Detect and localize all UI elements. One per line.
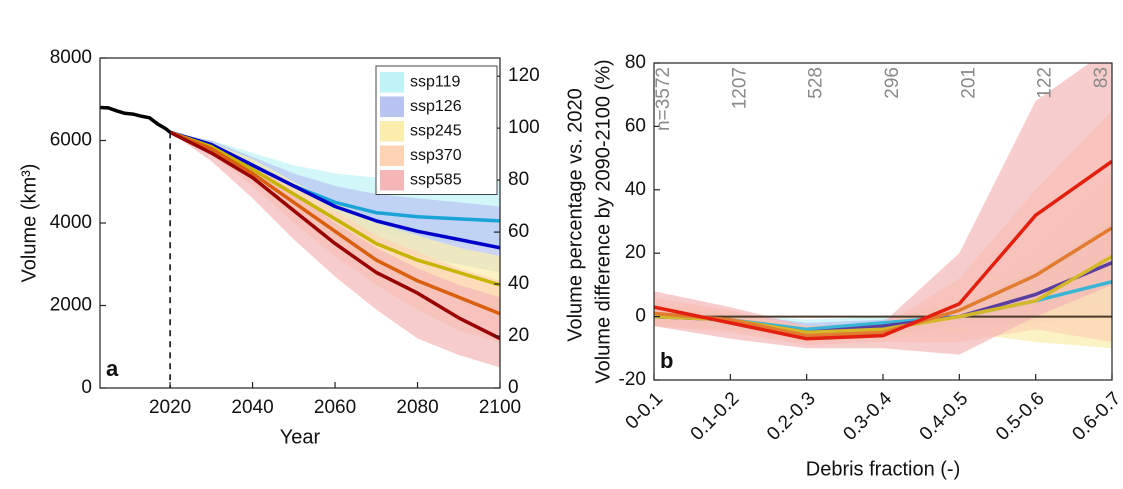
y2-tick-label: 20 <box>508 325 529 346</box>
sample-count: 122 <box>1035 67 1056 99</box>
history-line <box>100 105 172 134</box>
sample-count: 1207 <box>729 67 750 109</box>
plot-area <box>100 105 500 368</box>
uncertainty-band <box>654 63 1112 355</box>
y2-tick-label: 0 <box>508 377 519 398</box>
x-tick-label: 0.1-0.2 <box>687 388 744 445</box>
x-axis-label: Year <box>280 426 321 448</box>
series-line <box>654 159 1112 341</box>
y-tick-label: 6000 <box>50 130 92 151</box>
x-tick-label: 0-0.1 <box>622 388 667 433</box>
x-tick-label: 2040 <box>231 397 273 418</box>
y-tick-label: 0 <box>81 377 92 398</box>
y2-axis-label: Volume percentage vs. 2020 <box>564 88 586 342</box>
legend-label: ssp370 <box>410 147 462 164</box>
y-tick-label: 80 <box>625 52 646 73</box>
legend-label: ssp585 <box>410 171 462 188</box>
y2-tick-label: 100 <box>508 117 540 138</box>
y2-tick-label: 60 <box>508 221 529 242</box>
y2-tick-label: 120 <box>508 65 540 86</box>
x-tick-label: 0.4-0.5 <box>916 388 973 445</box>
plot-area <box>654 63 1112 355</box>
y-tick-label: 60 <box>625 115 646 136</box>
plot-frame <box>99 57 501 389</box>
y-tick-label: 8000 <box>50 47 92 68</box>
series-line <box>654 226 1112 338</box>
legend-swatch <box>380 145 404 166</box>
x-tick-label: 0.3-0.4 <box>839 388 896 445</box>
legend-label: ssp119 <box>410 73 461 90</box>
x-axis-label: Debris fraction (-) <box>806 458 960 480</box>
y-tick-label: 20 <box>625 242 646 263</box>
series-line <box>169 130 500 250</box>
legend-label: ssp126 <box>410 98 462 115</box>
legend-label: ssp245 <box>410 122 462 139</box>
x-tick-label: 0.6-0.7 <box>1068 388 1123 445</box>
x-tick-label: 0.2-0.3 <box>763 388 820 445</box>
panel-label: a <box>106 356 119 381</box>
y-tick-label: 40 <box>625 179 646 200</box>
series-line <box>169 130 500 341</box>
x-tick-label: 2060 <box>314 397 356 418</box>
panel-label: b <box>660 348 673 373</box>
sample-count: 201 <box>958 67 979 99</box>
legend-swatch <box>380 121 404 142</box>
series-line <box>169 130 500 316</box>
sample-count: n=3572 <box>653 67 674 131</box>
x-tick-label: 2080 <box>396 397 438 418</box>
series-line <box>169 130 500 287</box>
y-tick-label: -20 <box>619 369 646 390</box>
plot-frame <box>653 62 1113 381</box>
sample-count: 528 <box>806 67 827 99</box>
legend-swatch <box>380 72 404 93</box>
y-tick-label: 4000 <box>50 212 92 233</box>
y-axis-label: Volume (km³) <box>18 164 40 283</box>
y-axis-label: Volume difference by 2090-2100 (%) <box>592 59 614 383</box>
x-tick-label: 2020 <box>149 397 191 418</box>
legend-swatch <box>380 170 404 191</box>
y-tick-label: 0 <box>635 306 646 327</box>
legend-swatch <box>380 96 404 117</box>
y2-tick-label: 40 <box>508 273 529 294</box>
y-tick-label: 2000 <box>50 295 92 316</box>
x-tick-label: 0.5-0.6 <box>992 388 1049 445</box>
sample-count: 83 <box>1091 67 1112 88</box>
y2-tick-label: 80 <box>508 169 529 190</box>
uncertainty-band <box>170 132 500 368</box>
sample-count: 296 <box>882 67 903 99</box>
x-tick-label: 2100 <box>479 397 521 418</box>
